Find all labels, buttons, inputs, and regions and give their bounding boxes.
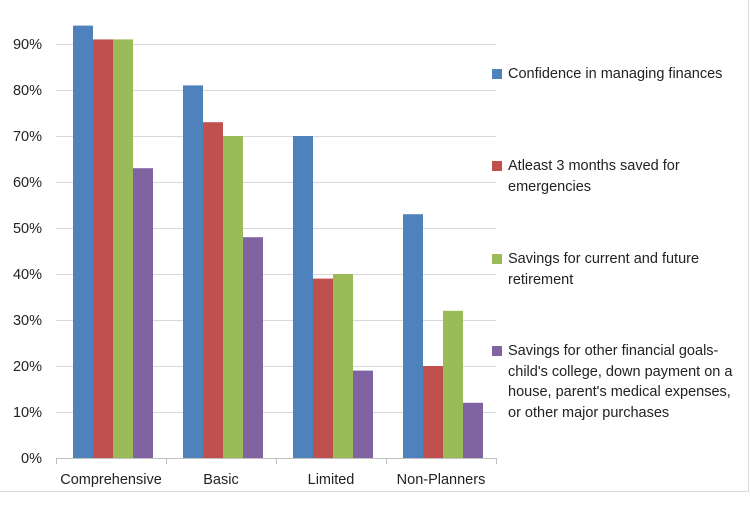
y-tick-label: 70% — [13, 129, 42, 145]
legend-swatch-retirement-savings — [492, 254, 502, 264]
legend-label-other-goals: Savings for other financial goals- child… — [508, 343, 733, 421]
legend-item-other-goals: Savings for other financial goals- child… — [492, 341, 747, 423]
y-tick-label: 20% — [13, 359, 42, 375]
y-tick-label: 40% — [13, 267, 42, 283]
bar-comprehensive-series-1 — [73, 25, 93, 458]
legend-label-retirement-savings: Savings for current and future retiremen… — [508, 251, 700, 288]
y-tick-label: 50% — [13, 221, 42, 237]
legend: Confidence in managing finances Atleast … — [492, 0, 750, 492]
bar-non-planners-series-1 — [403, 214, 423, 458]
bars — [73, 25, 483, 459]
bar-basic-series-1 — [183, 85, 203, 459]
bar-non-planners-series-4 — [463, 402, 483, 458]
y-axis-tick-labels: 0% 10% 20% 30% 40% 50% 60% 70% 80% 90% — [13, 37, 42, 467]
legend-swatch-emergency-savings — [492, 161, 502, 171]
y-tick-label: 0% — [21, 451, 42, 467]
legend-swatch-confidence — [492, 69, 502, 79]
bar-limited-series-2 — [313, 278, 333, 458]
bar-basic-series-3 — [223, 136, 243, 458]
legend-item-confidence: Confidence in managing finances — [492, 64, 747, 85]
x-category-label: Comprehensive — [60, 472, 162, 488]
legend-label-confidence: Confidence in managing finances — [508, 66, 723, 82]
bar-basic-series-4 — [243, 237, 263, 458]
y-tick-label: 90% — [13, 37, 42, 53]
y-tick-label: 80% — [13, 83, 42, 99]
bar-non-planners-series-2 — [423, 366, 443, 458]
x-category-label: Limited — [308, 472, 355, 488]
x-axis-category-labels: Comprehensive Basic Limited Non-Planners — [60, 472, 485, 488]
legend-item-retirement-savings: Savings for current and future retiremen… — [492, 249, 747, 290]
bar-comprehensive-series-3 — [113, 39, 133, 459]
legend-swatch-other-goals — [492, 346, 502, 356]
legend-item-emergency-savings: Atleast 3 months saved for emergencies — [492, 156, 747, 197]
x-category-label: Non-Planners — [397, 472, 486, 488]
bar-limited-series-1 — [293, 136, 313, 458]
bar-non-planners-series-3 — [443, 310, 463, 458]
legend-label-emergency-savings: Atleast 3 months saved for emergencies — [508, 158, 680, 195]
bar-comprehensive-series-2 — [93, 39, 113, 459]
x-category-label: Basic — [203, 472, 238, 488]
bar-basic-series-2 — [203, 122, 223, 458]
y-tick-label: 60% — [13, 175, 42, 191]
bar-limited-series-3 — [333, 274, 353, 458]
y-tick-label: 30% — [13, 313, 42, 329]
y-tick-label: 10% — [13, 405, 42, 421]
bar-comprehensive-series-4 — [133, 168, 153, 458]
x-axis-tick-marks — [56, 458, 497, 464]
bar-limited-series-4 — [353, 370, 373, 458]
